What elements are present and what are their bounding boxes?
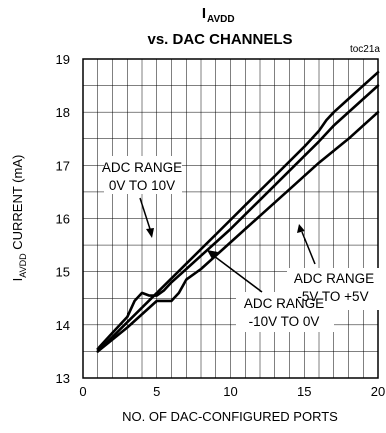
annotation-arrows [139, 197, 316, 293]
arrow-3-shaft [213, 255, 263, 293]
y-axis-label: IAVDD CURRENT (mA) [10, 155, 28, 282]
annotation-3-line-1: ADC RANGE [244, 296, 324, 311]
annotation-bg-1 [104, 156, 182, 194]
annotation-3-line-2: -10V TO 0V [249, 314, 320, 329]
x-tick-label: 5 [153, 384, 160, 399]
svg-text:IAVDD CURRENT (mA): IAVDD CURRENT (mA) [10, 155, 28, 282]
annotation-bg-3 [236, 292, 334, 332]
annotation-1-line-2: 0V TO 10V [109, 178, 175, 193]
y-tick-label: 16 [56, 212, 70, 227]
series-line-3 [96, 110, 380, 353]
annotation-2-line-1: ADC RANGE [294, 271, 374, 286]
arrow-2-shaft [301, 231, 316, 265]
chart-title-main: I [202, 5, 206, 22]
x-axis-label: NO. OF DAC-CONFIGURED PORTS [122, 409, 338, 424]
y-tick-label: 18 [56, 105, 70, 120]
y-tick-label: 15 [56, 265, 70, 280]
series-lines [96, 71, 380, 353]
y-tick-label: 17 [56, 158, 70, 173]
x-tick-label: 10 [223, 384, 237, 399]
arrow-3-head [207, 250, 218, 259]
x-tick-label: 0 [79, 384, 86, 399]
x-tick-label: 20 [371, 384, 385, 399]
chart-title-sub: AVDD [207, 14, 235, 25]
y-axis-label-prefix: I [10, 278, 25, 282]
y-axis-label-sub: AVDD [18, 253, 28, 278]
x-tick-label: 15 [297, 384, 311, 399]
plot-frame [82, 58, 379, 379]
annotation-1-line-1: ADC RANGE [102, 160, 182, 175]
annotation-2-line-2: -5V TO +5V [297, 289, 368, 304]
arrow-1-head [146, 228, 154, 238]
y-tick-label: 13 [56, 371, 70, 386]
chart-subtitle: vs. DAC CHANNELS [147, 31, 292, 48]
arrow-1-shaft [139, 197, 151, 230]
y-tick-label: 19 [56, 52, 70, 67]
y-axis-label-suffix: CURRENT (mA) [10, 155, 25, 254]
series-line-2 [96, 71, 380, 353]
series-line-1 [96, 84, 380, 351]
arrow-2-head [297, 224, 305, 233]
tick-labels: 0 5 10 15 20 13 14 15 16 17 18 19 [56, 52, 386, 399]
y-tick-label: 14 [56, 318, 70, 333]
figure-code: toc21a [350, 44, 380, 55]
